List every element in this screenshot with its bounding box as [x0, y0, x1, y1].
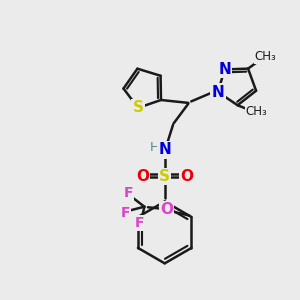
Text: S: S: [159, 169, 170, 184]
Text: CH₃: CH₃: [246, 105, 268, 118]
Text: N: N: [218, 62, 231, 77]
Text: S: S: [133, 100, 144, 116]
Text: N: N: [212, 85, 224, 100]
Text: F: F: [121, 206, 130, 220]
Text: N: N: [158, 142, 171, 158]
Text: O: O: [136, 169, 149, 184]
Text: O: O: [180, 169, 193, 184]
Text: CH₃: CH₃: [255, 50, 277, 63]
Text: H: H: [150, 141, 159, 154]
Text: F: F: [135, 216, 145, 230]
Text: O: O: [160, 202, 173, 217]
Text: F: F: [123, 186, 133, 200]
